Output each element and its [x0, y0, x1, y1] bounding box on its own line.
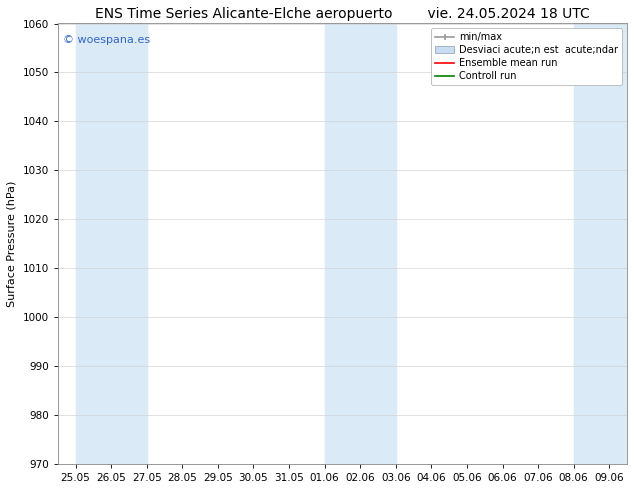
Legend: min/max, Desviaci acute;n est  acute;ndar, Ensemble mean run, Controll run: min/max, Desviaci acute;n est acute;ndar… [431, 28, 622, 85]
Text: © woespana.es: © woespana.es [63, 34, 151, 45]
Bar [75, 24, 146, 464]
Title: ENS Time Series Alicante-Elche aeropuerto        vie. 24.05.2024 18 UTC: ENS Time Series Alicante-Elche aeropuert… [95, 7, 590, 21]
Y-axis label: Surface Pressure (hPa): Surface Pressure (hPa) [7, 181, 17, 307]
Bar [325, 24, 396, 464]
Bar [574, 24, 627, 464]
